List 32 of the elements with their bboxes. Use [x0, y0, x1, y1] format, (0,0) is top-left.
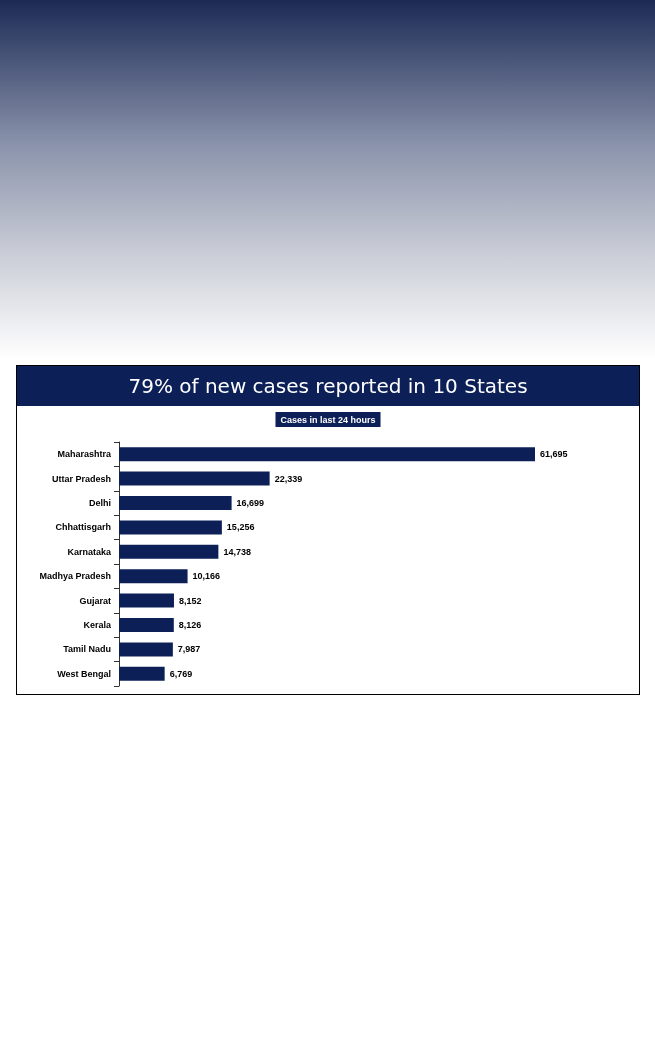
chart-subtitle: Cases in last 24 hours [280, 414, 376, 425]
bar [119, 520, 222, 535]
data-label: 15,256 [226, 522, 255, 533]
data-label: 6,769 [169, 668, 193, 679]
y-tick-label: Maharashtra [57, 449, 112, 460]
data-label: 8,152 [178, 595, 202, 606]
bar [119, 544, 219, 559]
bar [119, 642, 173, 657]
y-tick-label: Tamil Nadu [63, 644, 111, 655]
y-tick-label: Karnataka [67, 546, 112, 557]
y-tick-label: Gujarat [79, 595, 111, 606]
data-label: 22,339 [274, 473, 303, 484]
bar [119, 593, 174, 608]
y-tick-label: Delhi [88, 498, 111, 508]
y-tick-label: West Bengal [57, 668, 111, 679]
data-label: 16,699 [236, 498, 265, 508]
bar [119, 447, 535, 462]
bar [119, 618, 174, 632]
data-label: 8,126 [178, 620, 202, 630]
data-label: 7,987 [177, 644, 201, 655]
y-tick-label: Kerala [83, 620, 112, 630]
bar [119, 471, 270, 486]
bar [119, 496, 232, 510]
chart-title: 79% of new cases reported in 10 States [17, 366, 639, 406]
y-tick-label: Chhattisgarh [55, 522, 111, 533]
y-tick-label: Madhya Pradesh [39, 571, 111, 582]
data-label: 14,738 [223, 546, 251, 557]
bar [119, 666, 165, 681]
y-tick-label: Uttar Pradesh [51, 473, 111, 484]
data-label: 10,166 [192, 571, 221, 582]
bar [119, 569, 188, 584]
data-label: 61,695 [540, 449, 568, 460]
